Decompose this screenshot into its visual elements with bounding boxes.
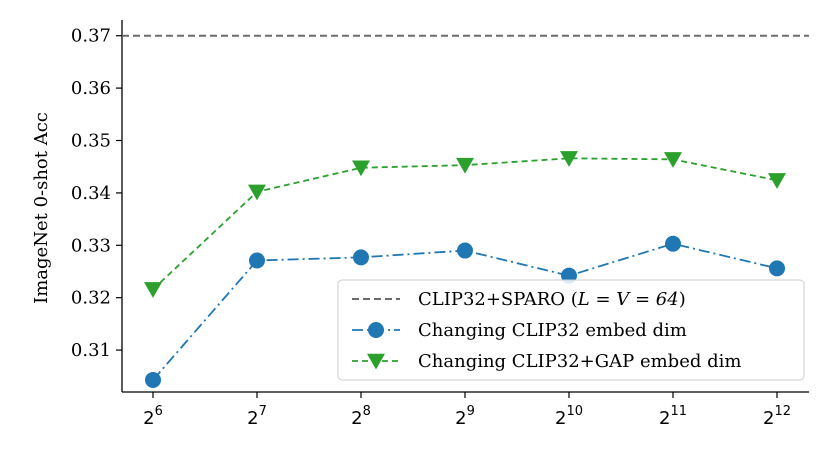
data-point	[768, 173, 786, 189]
x-tick-base: 2	[455, 408, 466, 429]
legend-label-prefix: CLIP32+SPARO (	[418, 289, 578, 310]
data-point	[248, 184, 266, 201]
data-point	[352, 160, 370, 177]
x-tick-label: 29	[455, 404, 475, 429]
x-tick-exponent: 12	[774, 404, 791, 419]
series-1	[145, 235, 785, 388]
legend-label-suffix: )	[679, 289, 686, 310]
legend-label-series: Changing CLIP32+GAP embed dim	[418, 351, 741, 372]
x-tick-exponent: 10	[566, 404, 583, 419]
y-ticks: 0.31 0.32 0.33 0.34 0.35 0.36 0.37	[71, 26, 122, 361]
series-line	[152, 157, 778, 290]
y-tick-label: 0.36	[71, 78, 111, 99]
x-tick-base: 2	[143, 408, 154, 429]
series-group	[144, 151, 786, 388]
y-tick-label: 0.37	[71, 26, 111, 47]
legend-swatch-marker	[367, 353, 385, 370]
x-tick-exponent: 8	[363, 404, 371, 419]
x-tick-label: 26	[143, 404, 163, 429]
x-tick-label: 212	[763, 404, 791, 429]
y-axis-label: ImageNet 0-shot Acc	[31, 112, 52, 304]
y-tick-label: 0.33	[71, 235, 111, 256]
x-tick-exponent: 6	[155, 404, 163, 419]
x-tick-base: 2	[247, 408, 258, 429]
x-tick-exponent: 11	[670, 404, 687, 419]
data-point	[560, 151, 578, 167]
x-tick-base: 2	[351, 408, 362, 429]
legend-label-reference: CLIP32+SPARO (L = V = 64)	[418, 289, 686, 310]
y-tick-label: 0.35	[71, 131, 111, 152]
x-tick-label: 210	[555, 404, 583, 429]
x-tick-base: 2	[763, 408, 774, 429]
x-tick-label: 28	[351, 404, 371, 429]
data-point	[665, 235, 681, 252]
series-2	[144, 151, 786, 298]
data-point	[456, 157, 474, 174]
legend-label-math: L = V = 64	[577, 289, 679, 310]
y-tick-label: 0.34	[71, 183, 111, 204]
x-ticks: 26 27 28 29 210 211 212	[143, 392, 791, 429]
x-tick-label: 211	[659, 404, 687, 429]
y-tick-label: 0.32	[71, 288, 111, 309]
x-tick-exponent: 7	[259, 404, 267, 419]
data-point	[145, 371, 161, 388]
legend-box	[337, 279, 805, 381]
x-tick-base: 2	[555, 408, 566, 429]
data-point	[664, 152, 682, 168]
y-tick-label: 0.31	[71, 340, 111, 361]
x-tick-exponent: 9	[467, 404, 475, 419]
data-point	[769, 260, 785, 277]
legend-label-series: Changing CLIP32 embed dim	[418, 320, 687, 341]
legend: CLIP32+SPARO (L = V = 64) Changing CLIP32…	[337, 279, 805, 381]
x-tick-label: 27	[247, 404, 267, 429]
data-point	[144, 282, 162, 298]
x-tick-base: 2	[659, 408, 670, 429]
data-point	[249, 252, 265, 269]
data-point	[457, 242, 473, 259]
data-point	[353, 249, 369, 266]
legend-swatch-marker	[368, 322, 384, 338]
